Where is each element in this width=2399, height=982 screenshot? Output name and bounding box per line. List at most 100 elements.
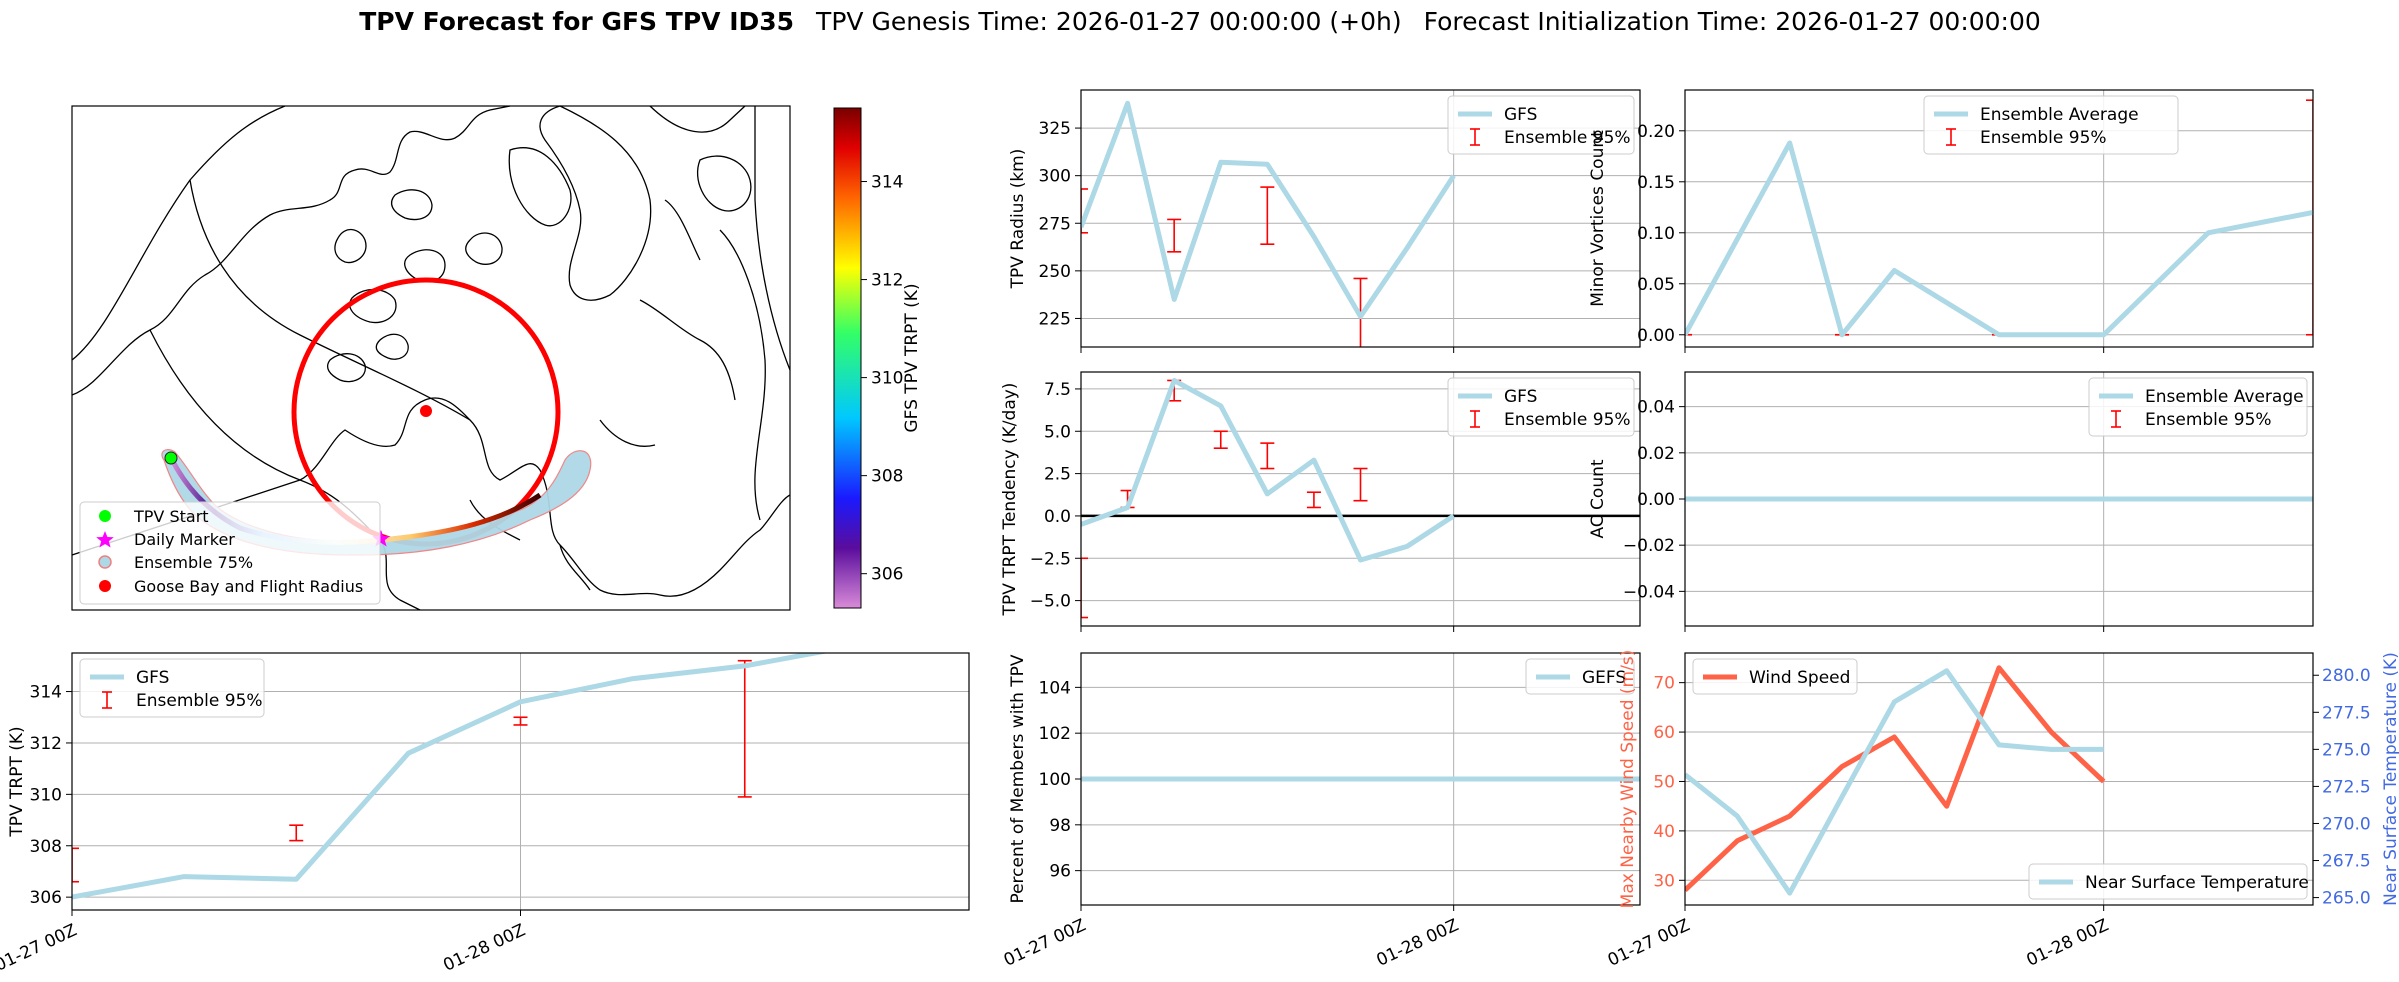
x-tick-label: 01-27 00Z — [1605, 915, 1693, 970]
chart-panels: 306 308 310 312 314 01-27 00Z 01-28 00Z TPV TRP… — [0, 89, 2399, 976]
legend-label: GFS — [1504, 387, 1537, 407]
y-tick-label: −0.04 — [1623, 582, 1675, 602]
plot-marks — [1685, 99, 2313, 338]
colorbar-tick-label: 312 — [871, 271, 903, 291]
colorbar-tick-label: 306 — [871, 565, 903, 585]
legend: GFS Ensemble 95% — [79, 658, 265, 718]
legend: Ensemble Average Ensemble 95% — [2088, 377, 2308, 437]
series-line-gfs — [1081, 378, 1456, 563]
legend-daily-marker: Daily Marker — [134, 530, 235, 549]
plot-marks — [1081, 100, 1456, 347]
y-axis-label: TPV TRPT Tendency (K/day) — [1000, 383, 1020, 617]
colorbar-tick-label: 310 — [871, 369, 903, 389]
ensemble-95-errorbar — [1167, 218, 1182, 253]
legend-label: Ensemble 95% — [1504, 410, 1631, 430]
legend-label: Ensemble Average — [2145, 387, 2304, 407]
y-tick-label: 0.10 — [1637, 224, 1675, 244]
y-tick-label: 40 — [1653, 822, 1675, 842]
legend-label: Near Surface Temperature — [2085, 873, 2309, 893]
y-tick-label: 5.0 — [1044, 422, 1071, 442]
chart-radius: 225 250 275 300 325 TPV Radius (km) GFS Ensembl… — [1008, 89, 1641, 353]
y-tick-label: 102 — [1039, 724, 1071, 744]
y-tick-label: 306 — [30, 888, 62, 908]
map-legend-box — [79, 501, 381, 605]
legend-box — [1447, 377, 1635, 437]
y-tick-label: 0.00 — [1637, 490, 1675, 510]
x-tick-label: 01-28 00Z — [1373, 915, 1461, 970]
chart-ac: −0.04 −0.02 0.00 0.02 0.04 AC Count Ensemble A… — [1588, 371, 2314, 632]
legend-box — [1692, 658, 1858, 695]
plot-area — [1685, 653, 2313, 905]
plot-frame — [1684, 652, 2314, 906]
ensemble-95-errorbar — [1260, 442, 1275, 470]
legend-start-icon — [99, 510, 111, 522]
legend-box — [1447, 95, 1635, 155]
y-tick-label: 0.00 — [1637, 326, 1675, 346]
map-border — [71, 105, 791, 611]
series-line-wind-speed — [1685, 665, 2106, 893]
y-tick-label: −5.0 — [1030, 592, 1071, 612]
y-tick-label: 0.20 — [1637, 122, 1675, 142]
track-map: TPV Start Daily Marker Ensemble 75% Goos… — [71, 105, 922, 611]
ensemble-95-errorbar — [1081, 188, 1088, 234]
legend-label: Ensemble 95% — [2145, 410, 2272, 430]
y-tick-label: 2.5 — [1044, 465, 1071, 485]
figure-title: TPV Forecast for GFS TPV ID35 TPV Genesis… — [359, 7, 2041, 36]
y-tick-label: 300 — [1039, 167, 1071, 187]
y-tick-label: 310 — [30, 785, 62, 805]
y-tick-label: 0.15 — [1637, 173, 1675, 193]
series-line-near-surface-temperature — [1685, 668, 2104, 896]
title-tpv-id: TPV Forecast for GFS TPV ID35 — [359, 7, 794, 36]
plot-frame — [1080, 89, 1641, 348]
ensemble-95-errorbar — [737, 659, 752, 798]
legend-box — [2028, 863, 2308, 900]
legend: Ensemble Average Ensemble 95% — [1923, 95, 2179, 155]
legend: Wind Speed — [1692, 658, 1858, 695]
legend: GFS Ensemble 95% — [1447, 377, 1635, 437]
y-tick-label: −0.02 — [1623, 536, 1675, 556]
colorbar-tick-label: 308 — [871, 467, 903, 487]
y-right-tick-label: 277.5 — [2322, 703, 2371, 723]
ensemble-95-errorbar — [72, 847, 79, 883]
plot-frame — [1080, 371, 1641, 627]
y-right-axis-label: Near Surface Temperature (K) — [2381, 652, 2399, 906]
legend-label: Ensemble 95% — [136, 691, 263, 711]
y-tick-label: 98 — [1049, 816, 1071, 836]
legend-label: GFS — [136, 668, 169, 688]
legend-goose-bay: Goose Bay and Flight Radius — [134, 577, 363, 596]
y-tick-label: 325 — [1039, 119, 1071, 139]
legend-box — [1525, 658, 1635, 695]
plot-frame — [1080, 652, 1641, 906]
legend-label: Wind Speed — [1749, 668, 1850, 688]
y-tick-label: 70 — [1653, 674, 1675, 694]
chart-minor: 0.00 0.05 0.10 0.15 0.20 Minor Vortices Count… — [1588, 89, 2314, 353]
legend-ensemble-75: Ensemble 75% — [134, 553, 253, 572]
colorbar-ticks: 306 308 310 312 314 — [861, 173, 903, 585]
tpv-start-marker — [164, 451, 178, 465]
legend-label: GFS — [1504, 105, 1537, 125]
ensemble-95-errorbar — [1213, 430, 1228, 450]
chart-wind: 30 40 50 60 70 01-27 00Z 01-28 00Z Max Nearby W… — [1605, 650, 2399, 971]
title-init-time: Forecast Initialization Time: 2026-01-27… — [1424, 7, 2041, 36]
ensemble-95-errorbar — [1260, 186, 1275, 245]
legend-tpv-start: TPV Start — [133, 507, 209, 526]
y-tick-label: 312 — [30, 734, 62, 754]
plot-frame — [1684, 371, 2314, 627]
y-tick-label: 308 — [30, 837, 62, 857]
y-tick-label: 314 — [30, 683, 62, 703]
y-tick-label: 7.5 — [1044, 380, 1071, 400]
plot-frame — [1684, 89, 2314, 348]
legend-goose-bay-icon — [99, 580, 111, 592]
colorbar-tick-label: 314 — [871, 173, 903, 193]
legend-box — [79, 658, 265, 718]
y-tick-label: 100 — [1039, 770, 1071, 790]
legend-daily-star-icon — [96, 531, 114, 548]
ensemble-95-errorbar — [513, 716, 528, 726]
y-tick-label: 96 — [1049, 862, 1071, 882]
chart-tendency: −5.0 −2.5 0.0 2.5 5.0 7.5 TPV TRPT Tendency (K… — [1000, 371, 1641, 632]
y-tick-label: 0.05 — [1637, 275, 1675, 295]
title-genesis-time: TPV Genesis Time: 2026-01-27 00:00:00 (+… — [815, 7, 1402, 36]
legend: GEFS — [1525, 658, 1635, 695]
y-tick-label: 0.04 — [1637, 398, 1675, 418]
ensemble-95-errorbar — [1081, 557, 1088, 619]
